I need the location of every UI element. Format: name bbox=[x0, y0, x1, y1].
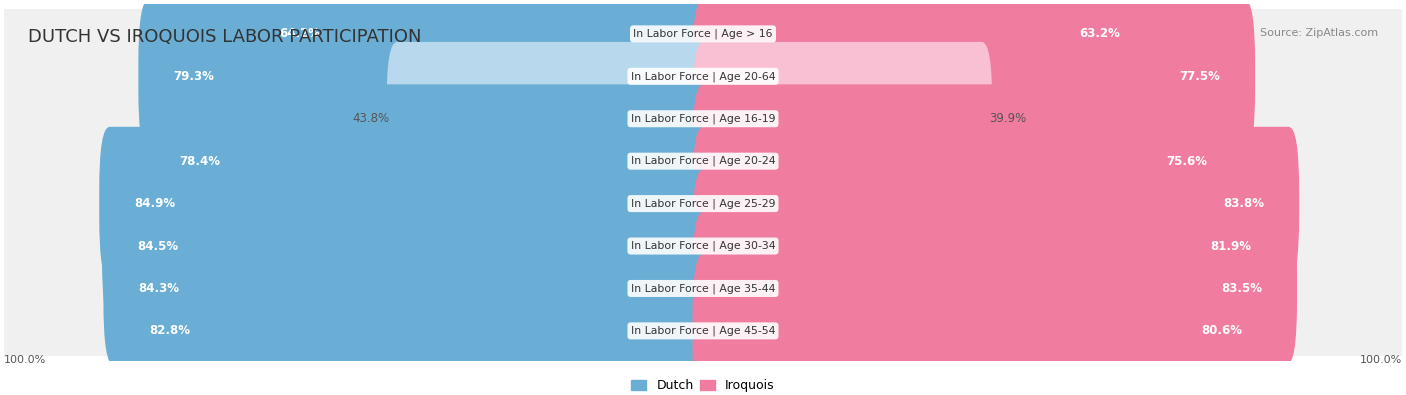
Text: 100.0%: 100.0% bbox=[1360, 355, 1402, 365]
Text: 84.3%: 84.3% bbox=[138, 282, 180, 295]
FancyBboxPatch shape bbox=[693, 0, 1156, 111]
Text: 43.8%: 43.8% bbox=[353, 112, 389, 125]
Text: 78.4%: 78.4% bbox=[180, 155, 221, 167]
Text: In Labor Force | Age 20-64: In Labor Force | Age 20-64 bbox=[631, 71, 775, 81]
Bar bbox=[4, 179, 1402, 229]
Text: In Labor Force | Age 20-24: In Labor Force | Age 20-24 bbox=[631, 156, 775, 166]
FancyBboxPatch shape bbox=[693, 42, 993, 196]
Bar bbox=[4, 136, 1402, 186]
Text: 84.5%: 84.5% bbox=[136, 239, 179, 252]
Text: 75.6%: 75.6% bbox=[1166, 155, 1206, 167]
FancyBboxPatch shape bbox=[138, 0, 713, 153]
Text: 83.8%: 83.8% bbox=[1223, 197, 1264, 210]
Bar bbox=[4, 51, 1402, 101]
Bar bbox=[4, 9, 1402, 59]
Text: 77.5%: 77.5% bbox=[1180, 70, 1220, 83]
FancyBboxPatch shape bbox=[114, 254, 713, 395]
FancyBboxPatch shape bbox=[100, 127, 713, 280]
Text: In Labor Force | Age 25-29: In Labor Force | Age 25-29 bbox=[631, 198, 775, 209]
Text: DUTCH VS IROQUOIS LABOR PARTICIPATION: DUTCH VS IROQUOIS LABOR PARTICIPATION bbox=[28, 28, 422, 46]
FancyBboxPatch shape bbox=[104, 212, 713, 365]
Bar bbox=[4, 263, 1402, 314]
FancyBboxPatch shape bbox=[103, 169, 713, 323]
Bar bbox=[4, 94, 1402, 144]
Text: 79.3%: 79.3% bbox=[173, 70, 214, 83]
Text: 82.8%: 82.8% bbox=[149, 324, 190, 337]
Text: In Labor Force | Age 45-54: In Labor Force | Age 45-54 bbox=[631, 325, 775, 336]
FancyBboxPatch shape bbox=[693, 0, 1256, 153]
Text: 39.9%: 39.9% bbox=[988, 112, 1026, 125]
Text: 84.9%: 84.9% bbox=[134, 197, 176, 210]
FancyBboxPatch shape bbox=[693, 212, 1296, 365]
Text: In Labor Force | Age 35-44: In Labor Force | Age 35-44 bbox=[631, 283, 775, 294]
FancyBboxPatch shape bbox=[693, 127, 1299, 280]
Text: 63.2%: 63.2% bbox=[1080, 27, 1121, 40]
FancyBboxPatch shape bbox=[693, 254, 1277, 395]
Text: 100.0%: 100.0% bbox=[4, 355, 46, 365]
Text: In Labor Force | Age 30-34: In Labor Force | Age 30-34 bbox=[631, 241, 775, 251]
FancyBboxPatch shape bbox=[693, 169, 1286, 323]
FancyBboxPatch shape bbox=[387, 42, 713, 196]
FancyBboxPatch shape bbox=[243, 0, 713, 111]
Text: In Labor Force | Age > 16: In Labor Force | Age > 16 bbox=[633, 28, 773, 39]
Text: 83.5%: 83.5% bbox=[1220, 282, 1263, 295]
Text: 80.6%: 80.6% bbox=[1201, 324, 1241, 337]
Text: Source: ZipAtlas.com: Source: ZipAtlas.com bbox=[1260, 28, 1378, 38]
Text: 81.9%: 81.9% bbox=[1211, 239, 1251, 252]
FancyBboxPatch shape bbox=[693, 85, 1241, 238]
Bar bbox=[4, 306, 1402, 356]
Legend: Dutch, Iroquois: Dutch, Iroquois bbox=[627, 374, 779, 395]
Text: In Labor Force | Age 16-19: In Labor Force | Age 16-19 bbox=[631, 113, 775, 124]
Text: 64.2%: 64.2% bbox=[278, 27, 319, 40]
Bar bbox=[4, 221, 1402, 271]
FancyBboxPatch shape bbox=[145, 85, 713, 238]
